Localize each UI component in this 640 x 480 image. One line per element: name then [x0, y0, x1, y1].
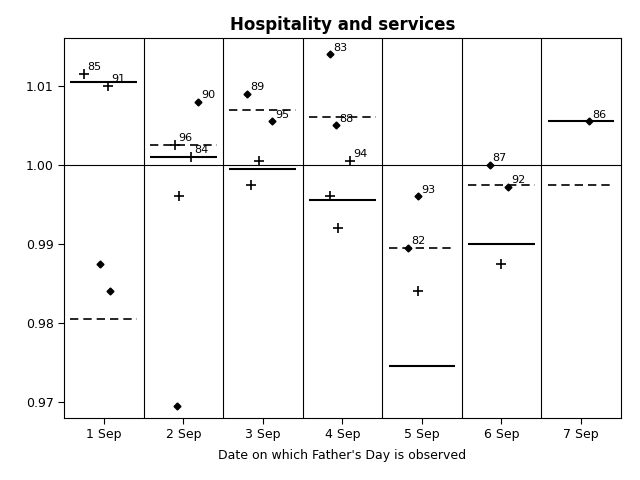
Text: 88: 88 — [339, 114, 353, 124]
Text: 84: 84 — [195, 145, 209, 156]
Text: 87: 87 — [493, 153, 507, 163]
Text: 86: 86 — [592, 110, 606, 120]
X-axis label: Date on which Father's Day is observed: Date on which Father's Day is observed — [218, 449, 467, 462]
Text: 91: 91 — [111, 74, 125, 84]
Text: 95: 95 — [276, 110, 290, 120]
Text: 85: 85 — [87, 62, 101, 72]
Text: 89: 89 — [250, 82, 264, 92]
Text: 94: 94 — [353, 149, 368, 159]
Text: 90: 90 — [201, 90, 215, 100]
Text: 83: 83 — [333, 43, 348, 53]
Text: 93: 93 — [421, 185, 435, 195]
Title: Hospitality and services: Hospitality and services — [230, 16, 455, 34]
Text: 96: 96 — [179, 133, 193, 144]
Text: 92: 92 — [511, 175, 525, 185]
Text: 82: 82 — [411, 236, 425, 246]
